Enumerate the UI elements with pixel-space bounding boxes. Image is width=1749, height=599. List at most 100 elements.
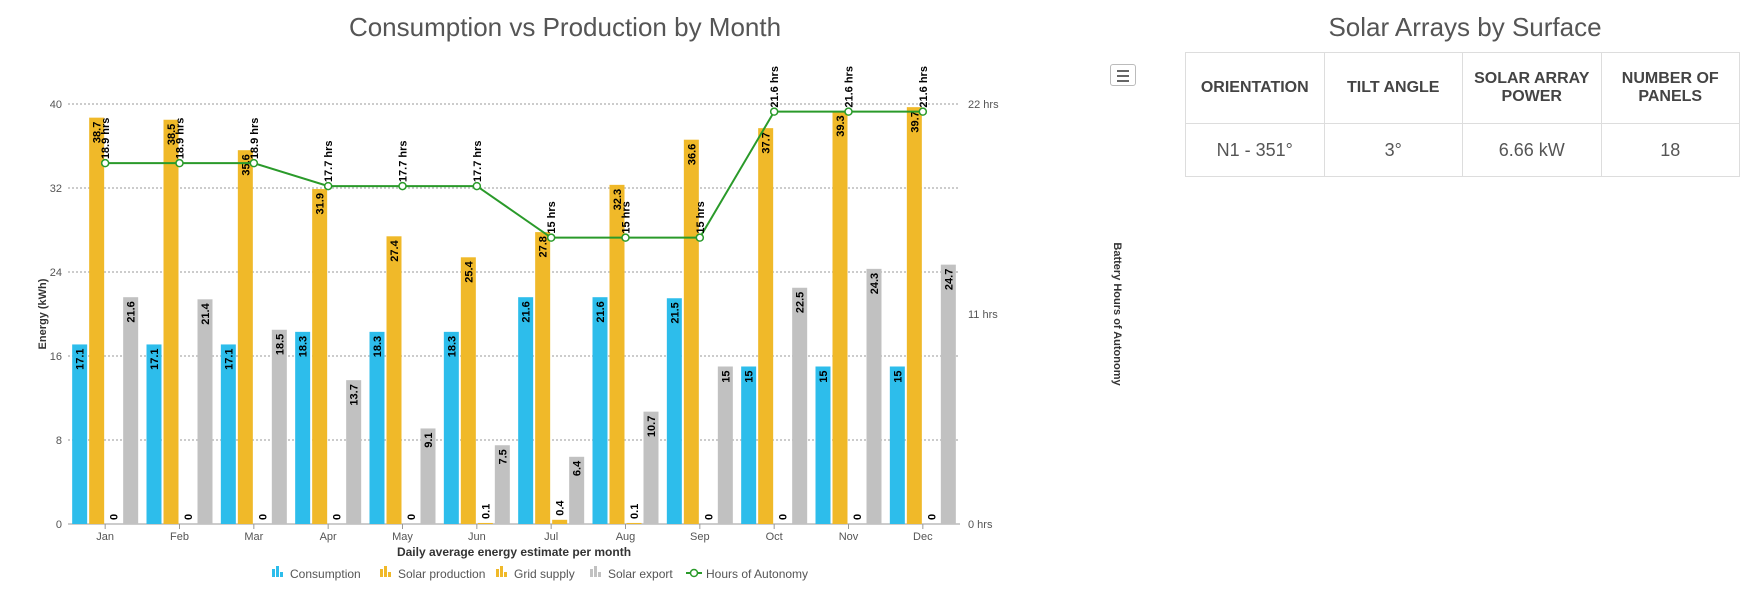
autonomy-data-label: 21.6 hrs: [844, 66, 856, 108]
legend-bar-icon: [594, 566, 597, 577]
y-tick-label: 32: [50, 183, 62, 195]
bar: [832, 111, 848, 524]
bar: [386, 236, 402, 525]
bar-data-label: 0: [257, 514, 269, 520]
orientation-cell: N1 - 351°: [1185, 123, 1325, 177]
bar: [906, 107, 922, 525]
legend-bar-icon: [504, 572, 507, 577]
bar-data-label: 17.1: [75, 348, 87, 369]
legend-bar-icon: [590, 569, 593, 577]
bar-data-label: 21.5: [669, 302, 681, 323]
autonomy-point: [844, 107, 853, 116]
bar-data-label: 15: [744, 371, 756, 383]
bar-data-label: 0: [926, 514, 938, 520]
bar-data-label: 36.6: [686, 144, 698, 165]
energy-chart: 0 8 16 24 32 40 0 hrs 11 hrs 22 hrs Energy (kWh) B…: [37, 66, 1123, 581]
bar-data-label: 10.7: [646, 416, 658, 437]
bar: [666, 298, 682, 524]
bar-data-label: 7.5: [497, 449, 509, 464]
bar: [346, 380, 362, 524]
bar: [123, 297, 139, 524]
y-tick-label: 0: [56, 519, 62, 531]
bar-data-label: 0: [183, 514, 195, 520]
column-header-panel-count: NUMBER OF PANELS: [1600, 52, 1740, 124]
autonomy-point: [472, 181, 482, 191]
autonomy-data-label: 21.6 hrs: [769, 66, 781, 108]
autonomy-point: [175, 158, 184, 168]
bar-data-label: 17.1: [149, 348, 161, 369]
table-title: Solar Arrays by Surface: [1328, 12, 1602, 42]
bar-data-label: 15: [720, 371, 732, 383]
bar: [312, 189, 328, 525]
legend-bar-icon: [598, 572, 601, 577]
bar: [792, 287, 808, 524]
bar-data-label: 0.1: [629, 504, 641, 519]
autonomy-point: [249, 158, 259, 168]
table-header-row: ORIENTATION TILT ANGLE SOLAR ARRAY POWER…: [1185, 52, 1740, 124]
legend-bar-icon: [272, 569, 275, 577]
array-power-cell: 6.66 kW: [1462, 123, 1602, 177]
bar: [197, 299, 213, 524]
x-tick-label: Jan: [96, 531, 114, 543]
x-tick-label: Nov: [839, 531, 859, 543]
bar: [815, 366, 831, 524]
solar-arrays-table: ORIENTATION TILT ANGLE SOLAR ARRAY POWER…: [1185, 52, 1740, 177]
bar-data-label: 18.3: [298, 336, 310, 357]
legend-bar-icon: [496, 569, 499, 577]
legend-bar-icon: [384, 566, 387, 577]
y-right-axis-label: Battery Hours of Autonomy: [1111, 242, 1123, 386]
x-tick-label: Mar: [244, 531, 263, 543]
autonomy-point: [398, 181, 407, 191]
bar-data-label: 13.7: [349, 384, 361, 405]
table-row: N1 - 351° 3° 6.66 kW 18: [1185, 123, 1740, 177]
bar: [163, 119, 179, 524]
autonomy-data-label: 18.9 hrs: [249, 118, 261, 160]
bar: [717, 366, 733, 524]
legend-bar-icon: [388, 572, 391, 577]
x-tick-label: Oct: [766, 531, 783, 543]
panel-count-cell: 18: [1600, 123, 1740, 177]
bar-data-label: 18.5: [274, 334, 286, 355]
bar-data-label: 17.1: [223, 348, 235, 369]
legend-line-icon: [689, 568, 699, 578]
legend-bar-icon: [500, 566, 503, 577]
y-right-tick-label: 0 hrs: [968, 519, 993, 531]
bar-data-label: 0: [109, 514, 121, 520]
bar: [626, 522, 642, 524]
bar-data-label: 22.5: [795, 292, 807, 313]
autonomy-point: [621, 233, 630, 242]
y-tick-label: 24: [50, 267, 62, 279]
bar: [89, 117, 105, 525]
bar-data-label: 39.7: [909, 111, 921, 132]
legend-bar-icon: [276, 566, 279, 577]
autonomy-point: [918, 107, 928, 116]
autonomy-data-label: 18.9 hrs: [100, 118, 112, 160]
bar-data-label: 24.7: [943, 269, 955, 290]
x-tick-label: Jun: [468, 531, 486, 543]
bar: [535, 232, 551, 524]
autonomy-point: [100, 158, 110, 168]
bar: [741, 366, 757, 524]
bar-data-label: 25.4: [463, 260, 475, 282]
bar: [443, 331, 459, 524]
autonomy-point: [769, 107, 779, 116]
bar-data-label: 0: [778, 514, 790, 520]
column-header-tilt-angle: TILT ANGLE: [1323, 52, 1463, 124]
y-tick-label: 40: [50, 99, 62, 111]
bar: [72, 344, 88, 524]
autonomy-data-label: 15 hrs: [695, 201, 707, 233]
legend-item-label: Grid supply: [514, 567, 575, 581]
bar: [683, 139, 699, 524]
bar-data-label: 32.3: [612, 189, 624, 210]
legend-bar-icon: [380, 569, 383, 577]
bar: [369, 331, 385, 524]
bar: [494, 445, 510, 524]
tilt-angle-cell: 3°: [1323, 123, 1463, 177]
column-header-orientation: ORIENTATION: [1185, 52, 1325, 124]
y-right-tick-label: 11 hrs: [968, 309, 998, 321]
chart-menu-button[interactable]: [1110, 64, 1136, 86]
y-axis-label: Energy (kWh): [37, 278, 49, 349]
bar: [643, 411, 659, 524]
bar-data-label: 27.4: [389, 239, 401, 261]
bar-data-label: 0: [406, 514, 418, 520]
